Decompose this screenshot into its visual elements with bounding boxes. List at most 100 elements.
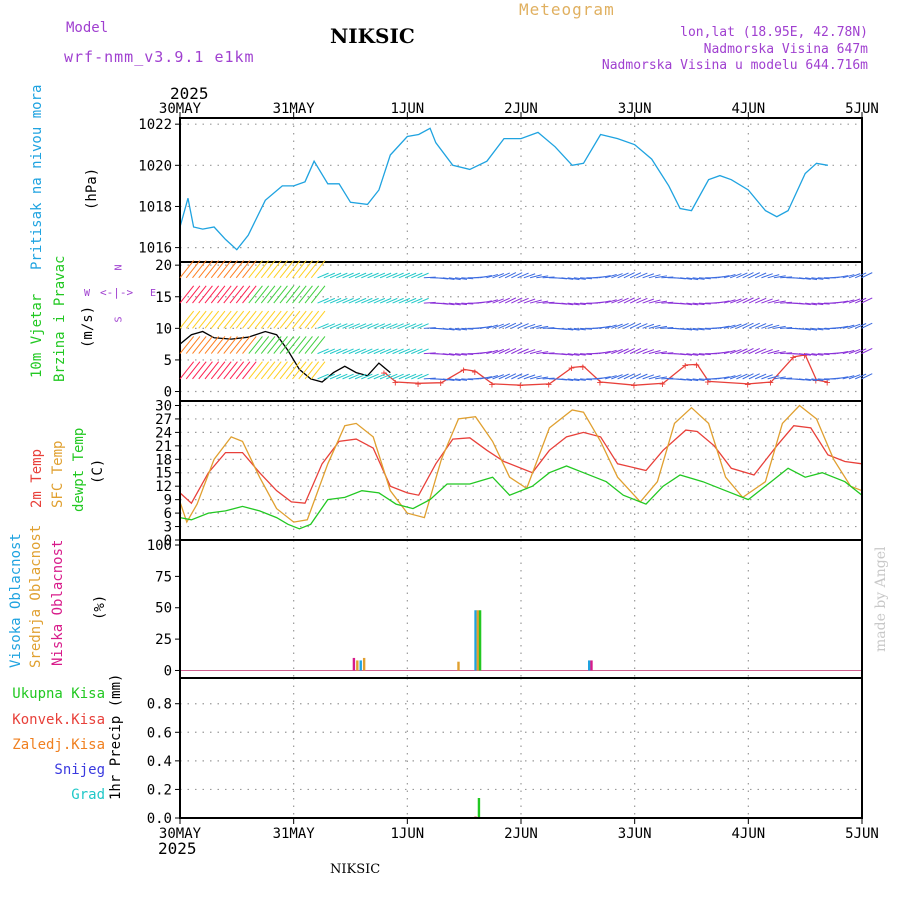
wind-barb: [636, 348, 648, 355]
wind-barb: [561, 327, 574, 331]
gust-marker: +: [597, 376, 604, 389]
wind-barb: [842, 274, 855, 279]
wind-barb: [304, 336, 320, 354]
ytick-label: 21: [155, 439, 172, 455]
gust-marker: +: [580, 360, 587, 373]
wind-barb: [604, 349, 617, 355]
wind-barb: [661, 276, 674, 279]
wind-barb: [210, 260, 226, 279]
wind-barb: [811, 302, 824, 306]
bar-clouds: [588, 660, 591, 671]
wind-barb: [723, 375, 736, 380]
wind-barb: [567, 277, 580, 281]
wind-barb: [442, 353, 455, 356]
wind-barb: [798, 353, 811, 356]
wind-barb: [179, 361, 195, 380]
wind-barb: [642, 323, 655, 329]
legend-graupel: Grad: [71, 787, 105, 803]
gust-marker: +: [472, 365, 479, 378]
wind-barb: [717, 275, 730, 279]
wind-barb: [367, 297, 379, 304]
wind-barb: [511, 297, 523, 304]
ytick-label: 27: [155, 412, 172, 428]
wind-barb: [854, 272, 867, 279]
wind-barb: [192, 336, 207, 354]
wind-barb: [854, 373, 867, 380]
wind-barb: [292, 285, 307, 304]
gust-marker: +: [790, 351, 797, 364]
wind-barb: [680, 327, 693, 331]
wind-barb: [817, 327, 830, 330]
wind-barb: [780, 276, 793, 279]
wind-barb: [386, 297, 398, 304]
ytick-label: 15: [155, 290, 172, 306]
wind-barb: [185, 260, 201, 279]
series-line-pressure: [179, 127, 829, 251]
wind-barb: [529, 274, 542, 279]
wind-barb: [861, 297, 873, 304]
wind-barb: [742, 347, 754, 355]
wind-barb: [729, 273, 742, 279]
gust-marker: +: [517, 379, 524, 392]
wind-barb: [648, 274, 661, 279]
wind-barb: [229, 260, 245, 279]
wind-barb: [392, 297, 404, 304]
ytick-label: 10: [155, 321, 172, 337]
wind-barb: [336, 348, 348, 355]
wind-barb: [367, 373, 379, 380]
wind-barb: [417, 272, 429, 279]
wind-barb: [273, 310, 288, 329]
wind-barb: [767, 324, 780, 329]
xtick-label-bottom: 2JUN: [504, 826, 538, 842]
wind-barb: [411, 348, 423, 355]
gust-marker: +: [381, 367, 388, 380]
wind-barb: [648, 299, 661, 304]
wind-barb: [279, 260, 295, 279]
wind-barb: [536, 376, 549, 380]
wind-barb: [248, 285, 263, 304]
wind-barb: [229, 310, 245, 329]
wind-barb: [242, 310, 257, 329]
wind-barb: [511, 348, 523, 355]
wind-barb: [267, 361, 282, 380]
wind-barb: [748, 347, 760, 355]
wind-barb: [248, 260, 263, 279]
wind-barb: [742, 272, 754, 279]
wind-barb: [336, 373, 348, 380]
wind-barb: [448, 378, 461, 382]
wind-barb: [517, 348, 529, 355]
wind-barb: [611, 374, 623, 380]
wind-barb: [648, 350, 661, 355]
wind-barb: [504, 347, 517, 355]
legend-total-rain: Ukupna Kisa: [12, 686, 105, 702]
bar-clouds: [356, 660, 359, 671]
wind-barb: [223, 336, 238, 354]
wind-barb: [680, 353, 693, 356]
wind-barb: [773, 275, 786, 279]
wind-barb: [448, 277, 461, 281]
wind-barb: [698, 327, 711, 330]
gust-marker: +: [744, 378, 751, 391]
wind-barb: [511, 322, 523, 329]
wind-barb: [767, 375, 780, 380]
wind-barb: [536, 300, 549, 304]
wind-barb: [542, 301, 555, 304]
xtick-label-bottom: 30MAY: [159, 826, 202, 842]
wind-barb: [698, 353, 711, 356]
wind-barb: [354, 272, 367, 279]
model-label: Model: [66, 20, 109, 36]
wind-barb: [692, 353, 705, 356]
wind-barb: [723, 274, 736, 279]
wind-barb: [836, 351, 849, 355]
wind-barb: [761, 273, 773, 279]
wind-barb: [680, 277, 693, 280]
wind-barb: [655, 351, 668, 355]
wind-barb: [861, 373, 873, 380]
wind-barb: [692, 277, 705, 280]
wind-barb: [479, 325, 492, 329]
ytick-label: 0.6: [147, 725, 172, 741]
wind-barb: [367, 272, 379, 279]
wind-barb: [486, 375, 498, 380]
wind-barb: [461, 327, 474, 330]
wind-barb: [636, 297, 648, 304]
